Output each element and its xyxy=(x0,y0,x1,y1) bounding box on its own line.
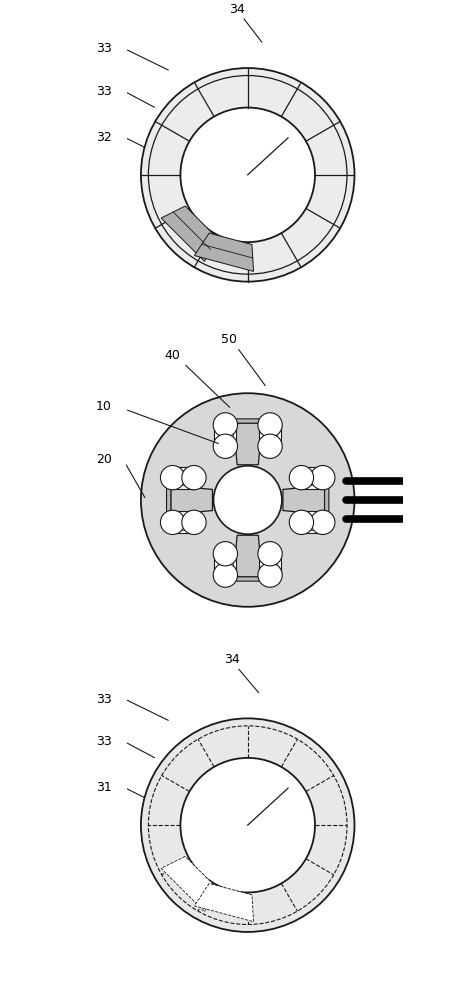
Ellipse shape xyxy=(161,510,185,535)
Polygon shape xyxy=(226,577,269,581)
Polygon shape xyxy=(214,554,237,575)
Circle shape xyxy=(141,68,355,282)
Polygon shape xyxy=(259,425,281,446)
Ellipse shape xyxy=(213,434,238,458)
Circle shape xyxy=(141,393,355,607)
Ellipse shape xyxy=(289,510,313,535)
Text: 33: 33 xyxy=(96,735,112,748)
Polygon shape xyxy=(301,467,323,489)
Ellipse shape xyxy=(258,434,282,458)
Ellipse shape xyxy=(213,563,238,587)
Ellipse shape xyxy=(213,542,238,566)
Circle shape xyxy=(213,466,282,534)
Polygon shape xyxy=(167,479,171,521)
Polygon shape xyxy=(194,233,254,271)
Ellipse shape xyxy=(311,465,335,490)
Ellipse shape xyxy=(289,465,313,490)
Polygon shape xyxy=(214,425,237,446)
Ellipse shape xyxy=(311,510,335,535)
Ellipse shape xyxy=(161,465,185,490)
Text: 10: 10 xyxy=(96,400,112,413)
Circle shape xyxy=(181,108,315,242)
Ellipse shape xyxy=(213,413,238,437)
Text: 31: 31 xyxy=(96,781,112,794)
Text: 33: 33 xyxy=(96,42,112,55)
Text: 33: 33 xyxy=(96,85,112,98)
Circle shape xyxy=(181,758,315,892)
Text: 32: 32 xyxy=(96,131,112,144)
Text: 20: 20 xyxy=(96,453,112,466)
Ellipse shape xyxy=(182,510,206,535)
Polygon shape xyxy=(171,486,213,514)
Polygon shape xyxy=(301,511,323,533)
Text: 40: 40 xyxy=(164,349,180,362)
Polygon shape xyxy=(161,856,217,912)
Polygon shape xyxy=(226,419,269,423)
Polygon shape xyxy=(325,479,329,521)
Text: 34: 34 xyxy=(224,653,239,666)
Polygon shape xyxy=(283,486,325,514)
Ellipse shape xyxy=(182,465,206,490)
Polygon shape xyxy=(194,883,254,922)
Text: 50: 50 xyxy=(221,333,237,346)
Ellipse shape xyxy=(258,413,282,437)
Polygon shape xyxy=(233,423,262,465)
Text: 33: 33 xyxy=(96,693,112,706)
Circle shape xyxy=(141,718,355,932)
Ellipse shape xyxy=(258,542,282,566)
Polygon shape xyxy=(161,206,217,261)
Ellipse shape xyxy=(258,563,282,587)
Polygon shape xyxy=(259,554,281,575)
Polygon shape xyxy=(173,467,194,489)
Polygon shape xyxy=(233,535,262,577)
Polygon shape xyxy=(173,511,194,533)
Text: 34: 34 xyxy=(229,3,245,16)
